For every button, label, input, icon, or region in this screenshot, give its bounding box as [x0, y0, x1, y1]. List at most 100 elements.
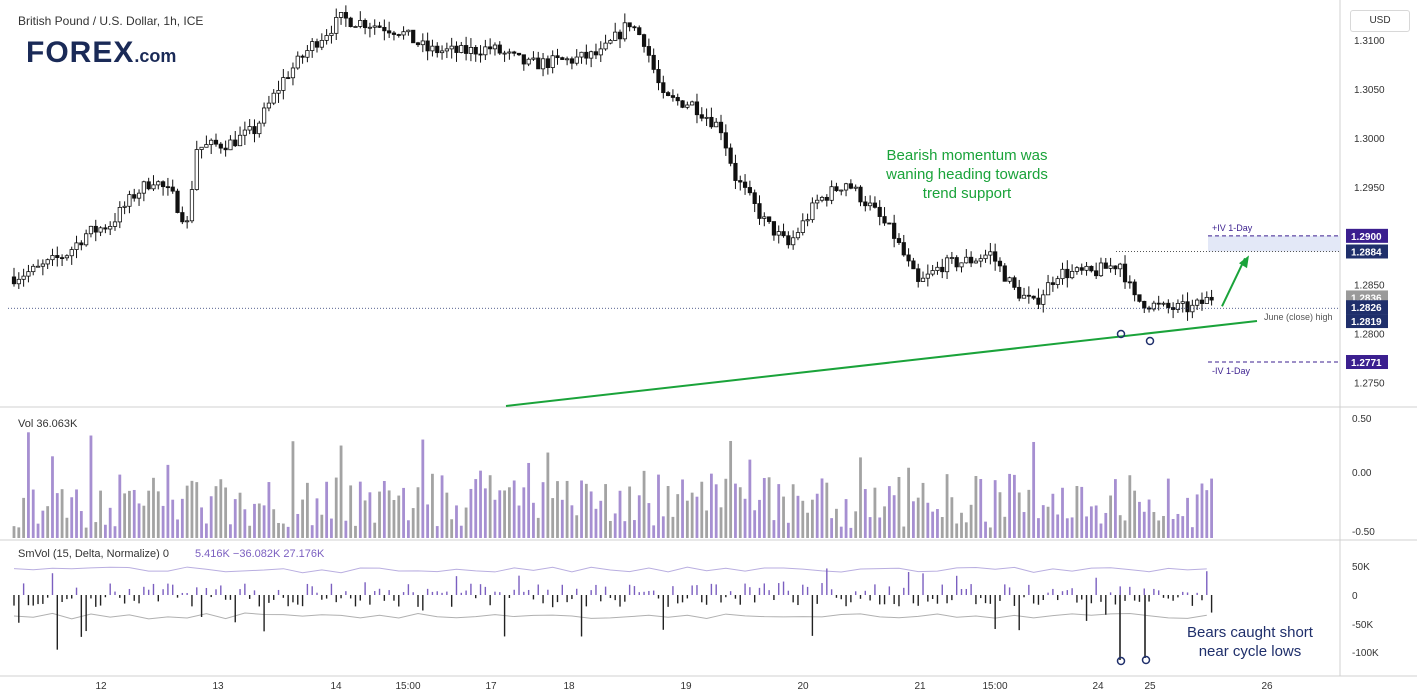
volume-bar	[1176, 513, 1180, 538]
candle-body	[896, 238, 902, 243]
candle-body	[334, 17, 339, 34]
volume-bar	[859, 457, 862, 538]
candle-body	[641, 34, 647, 47]
candle	[1122, 255, 1128, 289]
volume-bar	[190, 480, 194, 538]
candle	[26, 264, 31, 283]
volume-bar	[854, 511, 858, 538]
volume-bar	[897, 476, 901, 538]
candle	[646, 38, 651, 63]
volume-bar	[926, 502, 930, 538]
currency-button[interactable]: USD	[1350, 10, 1410, 32]
candle-body	[1132, 281, 1137, 296]
candle	[151, 175, 156, 191]
candle-body	[964, 256, 969, 264]
volume-bar	[873, 487, 877, 538]
volume-bar	[1061, 487, 1064, 538]
candle-body	[656, 69, 661, 84]
candle	[122, 201, 127, 215]
candle	[488, 38, 493, 55]
volume-bar	[474, 479, 478, 538]
candle-body	[930, 270, 935, 275]
volume-bar	[786, 522, 790, 538]
volume-bar	[599, 500, 603, 538]
x-tick-label: 13	[212, 681, 224, 692]
candle-body	[1050, 282, 1055, 285]
candle	[714, 118, 719, 128]
volume-bar	[1099, 523, 1103, 538]
volume-bar	[618, 490, 622, 538]
candle	[483, 39, 488, 61]
candle-body	[646, 46, 651, 56]
symbol-title: British Pound / U.S. Dollar, 1h, ICE	[18, 14, 204, 28]
candle	[353, 25, 358, 28]
candle-body	[372, 25, 377, 28]
volume-bar	[714, 484, 718, 538]
iv-upper-label: +IV 1-Day	[1212, 223, 1253, 233]
volume-bar	[835, 508, 838, 538]
volume-bar	[1008, 473, 1011, 538]
candle	[160, 180, 166, 196]
candle-body	[136, 192, 142, 199]
candle	[651, 48, 656, 74]
volume-bar	[51, 456, 54, 538]
candle	[305, 45, 310, 63]
candle-body	[26, 271, 31, 277]
chart-grid	[0, 0, 1417, 677]
candle	[459, 41, 464, 54]
low-marker	[1145, 336, 1155, 346]
candle-body	[55, 255, 60, 259]
candle-body	[31, 265, 36, 273]
volume-bar	[483, 488, 487, 538]
candle-body	[973, 260, 979, 264]
volume-bar	[844, 499, 848, 538]
candle	[954, 255, 959, 272]
candle	[565, 56, 570, 66]
spike-marker	[1116, 656, 1126, 666]
candle	[973, 258, 979, 264]
smvol-series	[13, 566, 1213, 660]
candle-body	[117, 206, 122, 223]
candle-body	[598, 48, 603, 56]
volume-bar	[233, 499, 237, 538]
candle	[540, 52, 546, 77]
candle-body	[997, 260, 1003, 267]
candle-body	[353, 26, 358, 28]
price-badge: 1.2884	[1346, 244, 1388, 259]
candle-body	[194, 149, 199, 190]
candle-body	[637, 27, 642, 36]
volume-bar	[532, 502, 535, 538]
logo-text: FOREX	[26, 36, 135, 69]
volume-bar	[801, 500, 805, 538]
candle	[569, 56, 575, 70]
candle	[916, 263, 921, 288]
candle	[300, 54, 305, 64]
candle	[213, 133, 219, 147]
candle	[762, 212, 767, 227]
candle	[367, 22, 373, 38]
x-tick-label: 24	[1092, 681, 1104, 692]
candle-body	[718, 121, 724, 134]
candle	[156, 180, 161, 190]
candle	[512, 50, 517, 57]
candle-body	[358, 20, 363, 27]
candle-body	[892, 222, 897, 239]
volume-bar	[916, 497, 920, 538]
volume-bar	[1089, 506, 1093, 538]
candle	[228, 135, 233, 151]
candle	[1209, 289, 1214, 306]
volume-bar	[301, 499, 304, 538]
volume-bar	[1162, 515, 1165, 538]
volume-bar	[435, 526, 439, 538]
candle-body	[35, 265, 41, 268]
volume-bar	[1123, 520, 1127, 538]
candle	[199, 146, 204, 159]
candle-body	[473, 47, 478, 55]
candle	[1074, 266, 1080, 275]
volume-bar	[450, 519, 454, 538]
price-badge-bg	[1346, 355, 1388, 370]
candle	[1142, 300, 1147, 314]
candle	[406, 29, 411, 36]
candle-body	[276, 90, 281, 94]
